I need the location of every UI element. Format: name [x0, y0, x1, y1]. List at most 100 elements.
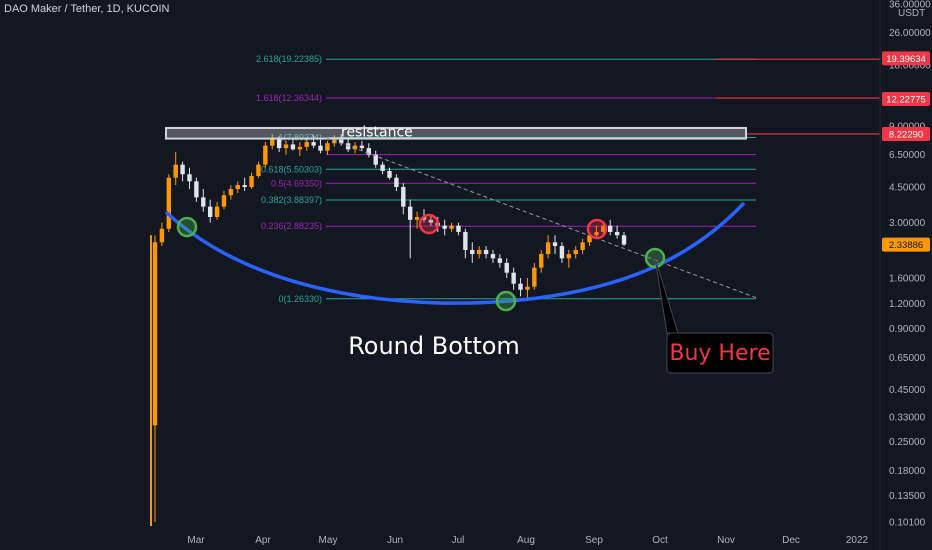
candle-body: [621, 235, 627, 245]
x-tick-label: Oct: [652, 535, 668, 546]
chart-title: DAO Maker / Tether, 1D, KUCOIN: [4, 3, 170, 15]
x-tick-label: Mar: [187, 535, 205, 546]
candle-body: [249, 175, 254, 187]
candle-body: [601, 225, 606, 232]
candle-body: [414, 217, 420, 220]
candle-body: [407, 206, 413, 220]
candle-body: [352, 145, 358, 150]
x-tick-label: Jun: [387, 535, 403, 546]
candle-body: [270, 138, 275, 146]
x-tick-label: 2022: [846, 535, 869, 546]
candle-body: [339, 139, 344, 144]
candle-body: [180, 164, 185, 175]
y-tick-label: 0.33000: [889, 412, 926, 423]
y-tick-label: 0.25000: [889, 437, 926, 448]
candle-body: [456, 225, 461, 232]
x-tick-label: Jul: [452, 535, 465, 546]
y-tick-label: 0.90000: [889, 324, 926, 335]
fib-level-label: 1(7.89274): [278, 132, 322, 142]
candle-body: [256, 164, 261, 176]
buy-callout-box[interactable]: [666, 332, 774, 374]
candle-body: [201, 197, 206, 207]
rejection-circle[interactable]: [418, 213, 440, 235]
candle-body: [525, 286, 530, 290]
candle-body: [594, 231, 599, 236]
rejection-circle[interactable]: [586, 218, 608, 240]
y-tick-label: 1.60000: [889, 274, 926, 285]
y-tick-label: 0.13500: [889, 491, 926, 502]
candle-body: [345, 143, 351, 150]
candle-body: [152, 242, 158, 426]
fib-level-label: 0.618(5.50303): [261, 164, 322, 174]
fib-level-label: 0.236(2.88235): [261, 221, 322, 231]
candle-body: [283, 144, 289, 149]
candle-body: [276, 138, 282, 149]
resistance-zone[interactable]: [165, 126, 747, 140]
support-circle[interactable]: [495, 290, 517, 312]
candle-body: [235, 185, 240, 189]
candle-body: [228, 188, 234, 196]
fib-retracement[interactable]: 2.618(19.22385) 1.618(12.36344) 1(7.89274)…: [256, 54, 880, 304]
candle-body: [214, 206, 220, 218]
candle-body: [373, 154, 378, 165]
price-tag-label: 19.39634: [886, 54, 926, 65]
candle-body: [297, 146, 303, 150]
candle-body: [442, 225, 447, 229]
candle-body: [359, 145, 365, 149]
currency-label: USDT: [898, 8, 925, 19]
candle-body: [504, 262, 509, 273]
candle-body: [428, 219, 434, 223]
price-tag: [882, 126, 930, 141]
candle-body: [187, 174, 192, 182]
fib-level-label: 1.618(12.36344): [256, 93, 322, 103]
price-tag-label: 12.22775: [886, 95, 926, 106]
fib-level-label: 0.5(4.69350): [271, 178, 322, 188]
y-tick-label: 3.00000: [889, 218, 926, 229]
candle-body: [387, 170, 392, 178]
price-tags: 19.39634 12.22775 8.22290 2.33886: [882, 51, 930, 252]
candle-body: [490, 254, 496, 259]
candle-body: [511, 272, 516, 284]
candle-body: [290, 144, 296, 150]
candle-body: [559, 246, 565, 259]
candle-body: [394, 177, 399, 187]
price-tag-label: 8.22290: [889, 129, 923, 140]
x-tick-label: Nov: [717, 535, 735, 546]
price-tag: [882, 92, 930, 107]
candle-body: [545, 242, 551, 255]
candle-body: [366, 148, 372, 155]
y-tick-label: 1.20000: [889, 299, 926, 310]
x-tick-label: Apr: [255, 535, 271, 546]
y-tick-label: 0.45000: [889, 385, 926, 396]
candle-body: [483, 249, 489, 255]
buy-here-label: Buy Here: [669, 341, 770, 366]
annotations[interactable]: resistance Round Bottom Buy Here: [164, 125, 774, 374]
price-axis[interactable]: 36.0000026.0000018.000009.000006.500004.…: [889, 0, 931, 529]
y-tick-label: 6.50000: [889, 150, 926, 161]
candle-body: [263, 145, 268, 165]
round-bottom-label: Round Bottom: [348, 332, 520, 360]
y-tick-label: 18.00000: [889, 60, 931, 71]
candle-body: [242, 185, 247, 187]
candle-body: [587, 235, 592, 243]
support-circle[interactable]: [176, 216, 198, 238]
candle-body: [552, 242, 558, 247]
fib-level-label: 0(1.26330): [278, 294, 322, 304]
candle-body: [325, 143, 330, 151]
time-axis[interactable]: Mar Apr May Jun Jul Aug Sep Oct Nov Dec 2022: [187, 535, 868, 546]
y-tick-label: 26.00000: [889, 28, 931, 39]
candle-body: [332, 139, 337, 144]
x-tick-label: Sep: [585, 535, 603, 546]
candle-body: [614, 231, 620, 236]
y-tick-label: 0.18000: [889, 466, 926, 477]
resistance-label: resistance: [341, 125, 413, 141]
y-tick-label: 0.65000: [889, 353, 926, 364]
candle-body: [401, 186, 406, 207]
candle-body: [304, 142, 309, 147]
x-tick-label: May: [319, 535, 338, 546]
candle-body: [539, 254, 544, 268]
x-tick-label: Dec: [782, 535, 800, 546]
round-bottom-curve[interactable]: [164, 201, 746, 305]
